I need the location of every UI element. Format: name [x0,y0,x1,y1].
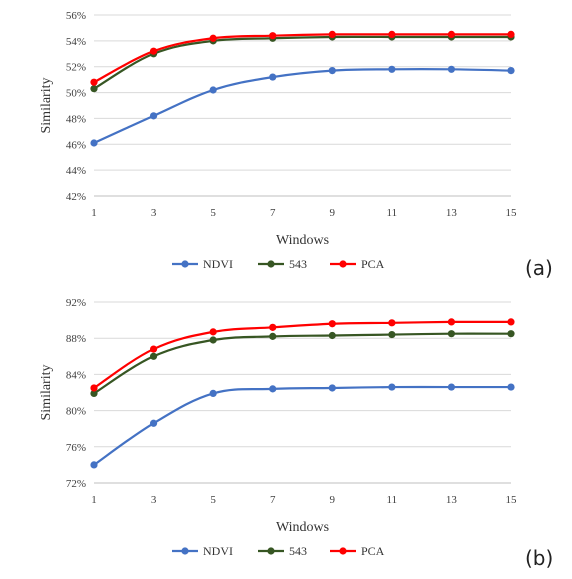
data-point-pca [269,32,277,40]
data-point-ndvi [149,112,158,120]
data-point-543 [328,331,336,340]
y-axis-title: Similarity [39,365,54,421]
x-tick-label: 15 [506,494,518,506]
y-tick-label: 42% [66,191,86,203]
x-tick-label: 11 [387,207,398,219]
y-tick-label: 50% [66,88,86,100]
legend-label-pca: PCA [361,257,385,271]
data-point-ndvi [388,65,396,73]
data-point-pca [90,384,98,392]
series-line-pca [93,33,511,84]
legend-label-543: 543 [289,544,307,558]
data-point-pca [269,323,277,331]
data-point-ndvi [209,86,217,94]
data-point-543 [269,332,277,340]
data-point-543 [447,330,456,338]
data-point-pca [149,345,158,353]
data-point-ndvi [149,419,158,427]
x-tick-label: 5 [210,207,216,219]
data-point-pca [507,30,515,38]
data-point-543 [507,330,515,338]
legend-marker-ndvi [181,260,189,268]
data-point-ndvi [269,73,277,81]
data-point-ndvi [328,384,336,392]
data-point-ndvi [447,383,456,391]
series-line-543 [93,332,512,395]
x-tick-label: 7 [270,207,276,219]
data-point-ndvi [90,139,98,147]
x-tick-label: 11 [387,494,398,506]
x-tick-label: 1 [91,494,97,506]
data-point-pca [447,318,456,326]
x-tick-label: 13 [446,207,458,219]
x-tick-label: 1 [91,207,97,219]
y-tick-label: 84% [66,369,86,381]
legend-label-ndvi: NDVI [203,257,233,271]
data-point-pca [149,47,158,55]
legend-label-pca: PCA [361,544,385,558]
x-tick-label: 15 [506,207,518,219]
legend-marker-543 [267,260,275,268]
data-point-543 [388,330,396,339]
data-point-ndvi [388,383,396,391]
y-tick-label: 92% [66,297,86,309]
chart-panel-b: 72%76%80%84%88%92%1 3 5 7 9 11 13 15WindowsSimi… [39,297,553,570]
data-point-ndvi [209,389,217,398]
x-tick-label: 3 [151,494,157,506]
data-point-ndvi [447,65,456,73]
series-line-ndvi [93,385,511,466]
legend-marker-543 [267,547,275,555]
y-tick-label: 72% [66,478,86,490]
panel-label: (a) [525,256,553,280]
x-tick-label: 13 [446,494,458,506]
data-point-pca [447,30,456,38]
legend-label-ndvi: NDVI [203,544,233,558]
data-point-ndvi [328,66,336,75]
data-point-ndvi [507,66,515,75]
data-point-pca [388,319,396,327]
data-point-543 [209,336,217,344]
series-line-543 [93,35,511,90]
data-point-pca [388,30,396,38]
legend-marker-ndvi [181,547,189,555]
panel-label: (b) [525,546,553,570]
series-line-ndvi [93,68,512,144]
chart-panel-a: 42%44%46%48%50%52%54%56%1 3 5 7 9 11 13 15Windo… [39,10,553,280]
data-point-pca [328,320,336,328]
data-point-ndvi [507,383,515,391]
data-point-pca [507,318,515,326]
legend-label-543: 543 [289,257,307,271]
data-point-543 [149,352,158,360]
y-tick-label: 52% [66,62,86,74]
data-point-543 [90,389,98,398]
y-tick-label: 46% [66,139,86,151]
legend: NDVI 543 PCA [172,544,385,558]
y-axis-title: Similarity [39,78,54,134]
data-point-pca [209,34,217,42]
data-point-pca [90,78,98,86]
y-tick-label: 80% [66,406,86,418]
data-point-ndvi [90,461,98,469]
legend-marker-pca [339,547,347,555]
x-tick-label: 3 [151,207,157,219]
x-tick-label: 7 [270,494,276,506]
y-tick-label: 54% [66,36,86,48]
x-tick-label: 9 [330,207,336,219]
x-tick-label: 5 [210,494,216,506]
y-tick-label: 88% [66,333,86,345]
x-tick-label: 9 [330,494,336,506]
x-axis-title: Windows [276,520,329,535]
data-point-ndvi [269,385,277,393]
data-point-pca [209,328,217,336]
data-point-pca [328,30,336,38]
legend: NDVI 543 PCA [172,257,385,271]
y-tick-label: 76% [66,442,86,454]
y-tick-label: 56% [66,10,86,22]
y-tick-label: 44% [66,165,86,177]
data-point-543 [90,85,98,93]
x-axis-title: Windows [276,233,329,248]
y-tick-label: 48% [66,113,86,125]
legend-marker-pca [339,260,347,268]
